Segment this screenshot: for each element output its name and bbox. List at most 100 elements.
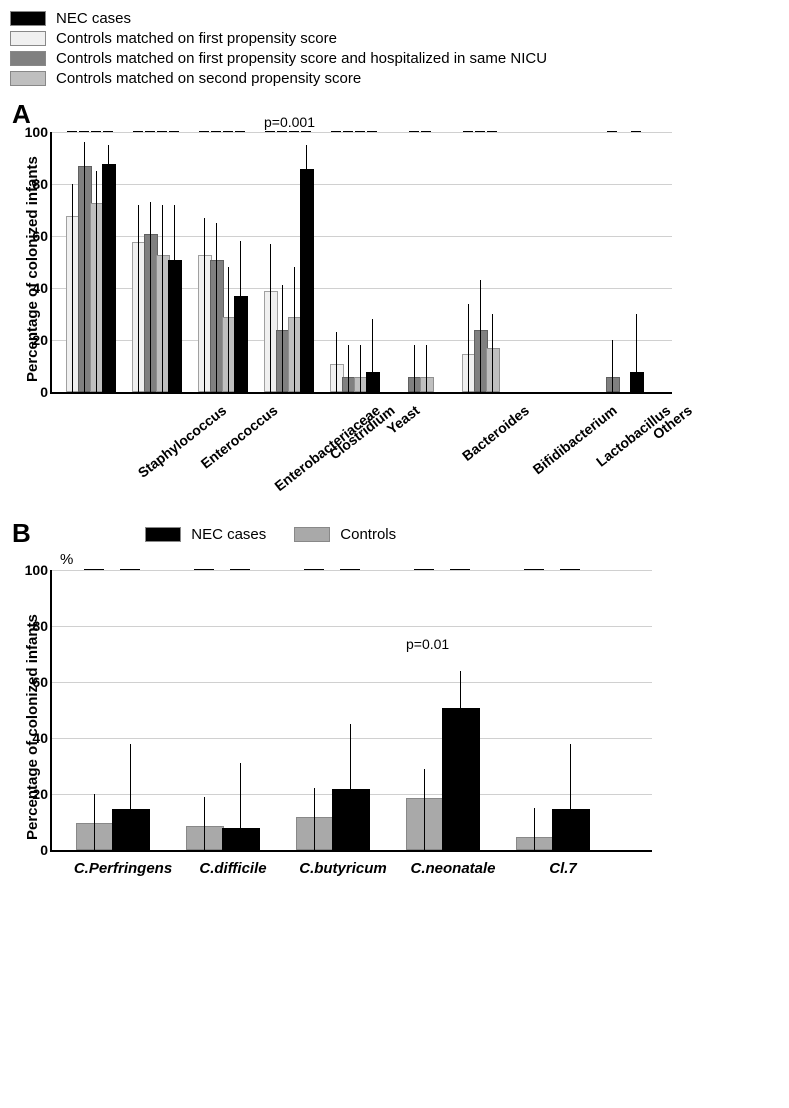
error-cap: [524, 569, 544, 570]
legend-label: Controls: [340, 526, 396, 543]
error-cap: [409, 131, 419, 132]
legend-label: Controls matched on first propensity sco…: [56, 30, 337, 47]
error-bar: [108, 145, 109, 392]
ytick: 0: [14, 384, 48, 400]
gridline: [52, 738, 652, 739]
error-bar: [534, 808, 535, 850]
panel-b-label: B: [12, 518, 31, 549]
bar: [630, 372, 644, 392]
legend-swatch: [145, 527, 181, 542]
error-cap: [145, 131, 155, 132]
panel-a-label: A: [12, 99, 779, 130]
legend-swatch: [10, 51, 46, 66]
bar: [112, 809, 150, 850]
gridline: [52, 682, 652, 683]
error-bar: [162, 205, 163, 392]
xlabel: Yeast: [384, 402, 423, 437]
legend-item: Controls matched on first propensity sco…: [10, 50, 779, 67]
bar: [442, 708, 480, 850]
bar: [296, 817, 334, 850]
bar: [516, 837, 554, 850]
error-bar: [72, 184, 73, 392]
error-cap: [414, 569, 434, 570]
error-cap: [169, 131, 179, 132]
bar: [102, 164, 116, 392]
error-bar: [270, 244, 271, 392]
xlabel: C.Perfringens: [68, 860, 178, 877]
legend-item: Controls: [294, 526, 396, 543]
legend-swatch: [10, 71, 46, 86]
error-cap: [343, 131, 353, 132]
error-cap: [91, 131, 101, 132]
error-bar: [216, 223, 217, 392]
bar: [76, 823, 114, 850]
error-bar: [94, 794, 95, 850]
ytick: 40: [14, 280, 48, 296]
error-cap: [450, 569, 470, 570]
error-bar: [96, 171, 97, 392]
ytick: 60: [14, 228, 48, 244]
gridline: [52, 570, 652, 571]
error-bar: [204, 218, 205, 392]
chart-b: Percentage of colonized infants 02040608…: [50, 570, 779, 900]
error-cap: [84, 569, 104, 570]
error-cap: [331, 131, 341, 132]
error-bar: [306, 145, 307, 392]
gridline: [52, 132, 672, 133]
error-cap: [367, 131, 377, 132]
error-bar: [150, 202, 151, 392]
legend-item: Controls matched on first propensity sco…: [10, 30, 779, 47]
bar: [366, 372, 380, 392]
ytick: 80: [14, 176, 48, 192]
ytick: 100: [14, 562, 48, 578]
error-bar: [414, 345, 415, 392]
ytick: 40: [14, 730, 48, 746]
legend-label: Controls matched on first propensity sco…: [56, 50, 547, 67]
legend-a: NEC casesControls matched on first prope…: [10, 10, 779, 87]
error-cap: [607, 131, 617, 132]
error-cap: [631, 131, 641, 132]
error-cap: [463, 131, 473, 132]
bar: [606, 377, 620, 392]
error-cap: [560, 569, 580, 570]
legend-item: NEC cases: [145, 526, 266, 543]
chart-b-ylabel: Percentage of colonized infants: [24, 614, 41, 840]
legend-item: Controls matched on second propensity sc…: [10, 70, 779, 87]
annotation: p=0.001: [264, 114, 315, 130]
error-bar: [228, 267, 229, 392]
bar: [420, 377, 434, 392]
error-bar: [636, 314, 637, 392]
error-cap: [265, 131, 275, 132]
legend-swatch: [10, 11, 46, 26]
error-bar: [240, 763, 241, 850]
chart-a-xlabels: StaphylococcusEnterococcusEnterobacteria…: [50, 398, 670, 508]
error-cap: [475, 131, 485, 132]
legend-label: Controls matched on second propensity sc…: [56, 70, 361, 87]
error-cap: [301, 131, 311, 132]
error-bar: [204, 797, 205, 850]
error-cap: [277, 131, 287, 132]
error-bar: [240, 241, 241, 392]
error-cap: [79, 131, 89, 132]
gridline: [52, 626, 652, 627]
error-bar: [424, 769, 425, 850]
error-cap: [133, 131, 143, 132]
error-bar: [570, 744, 571, 850]
error-bar: [130, 744, 131, 850]
error-cap: [103, 131, 113, 132]
bar: [406, 798, 444, 850]
ytick: 20: [14, 332, 48, 348]
error-cap: [289, 131, 299, 132]
bar: [168, 260, 182, 392]
bar: [186, 826, 224, 850]
error-cap: [487, 131, 497, 132]
ytick: 20: [14, 786, 48, 802]
bar: [300, 169, 314, 392]
bar: [234, 296, 248, 392]
error-bar: [468, 304, 469, 392]
ytick: 80: [14, 618, 48, 634]
error-bar: [138, 205, 139, 392]
error-cap: [355, 131, 365, 132]
error-bar: [460, 671, 461, 850]
error-bar: [492, 314, 493, 392]
